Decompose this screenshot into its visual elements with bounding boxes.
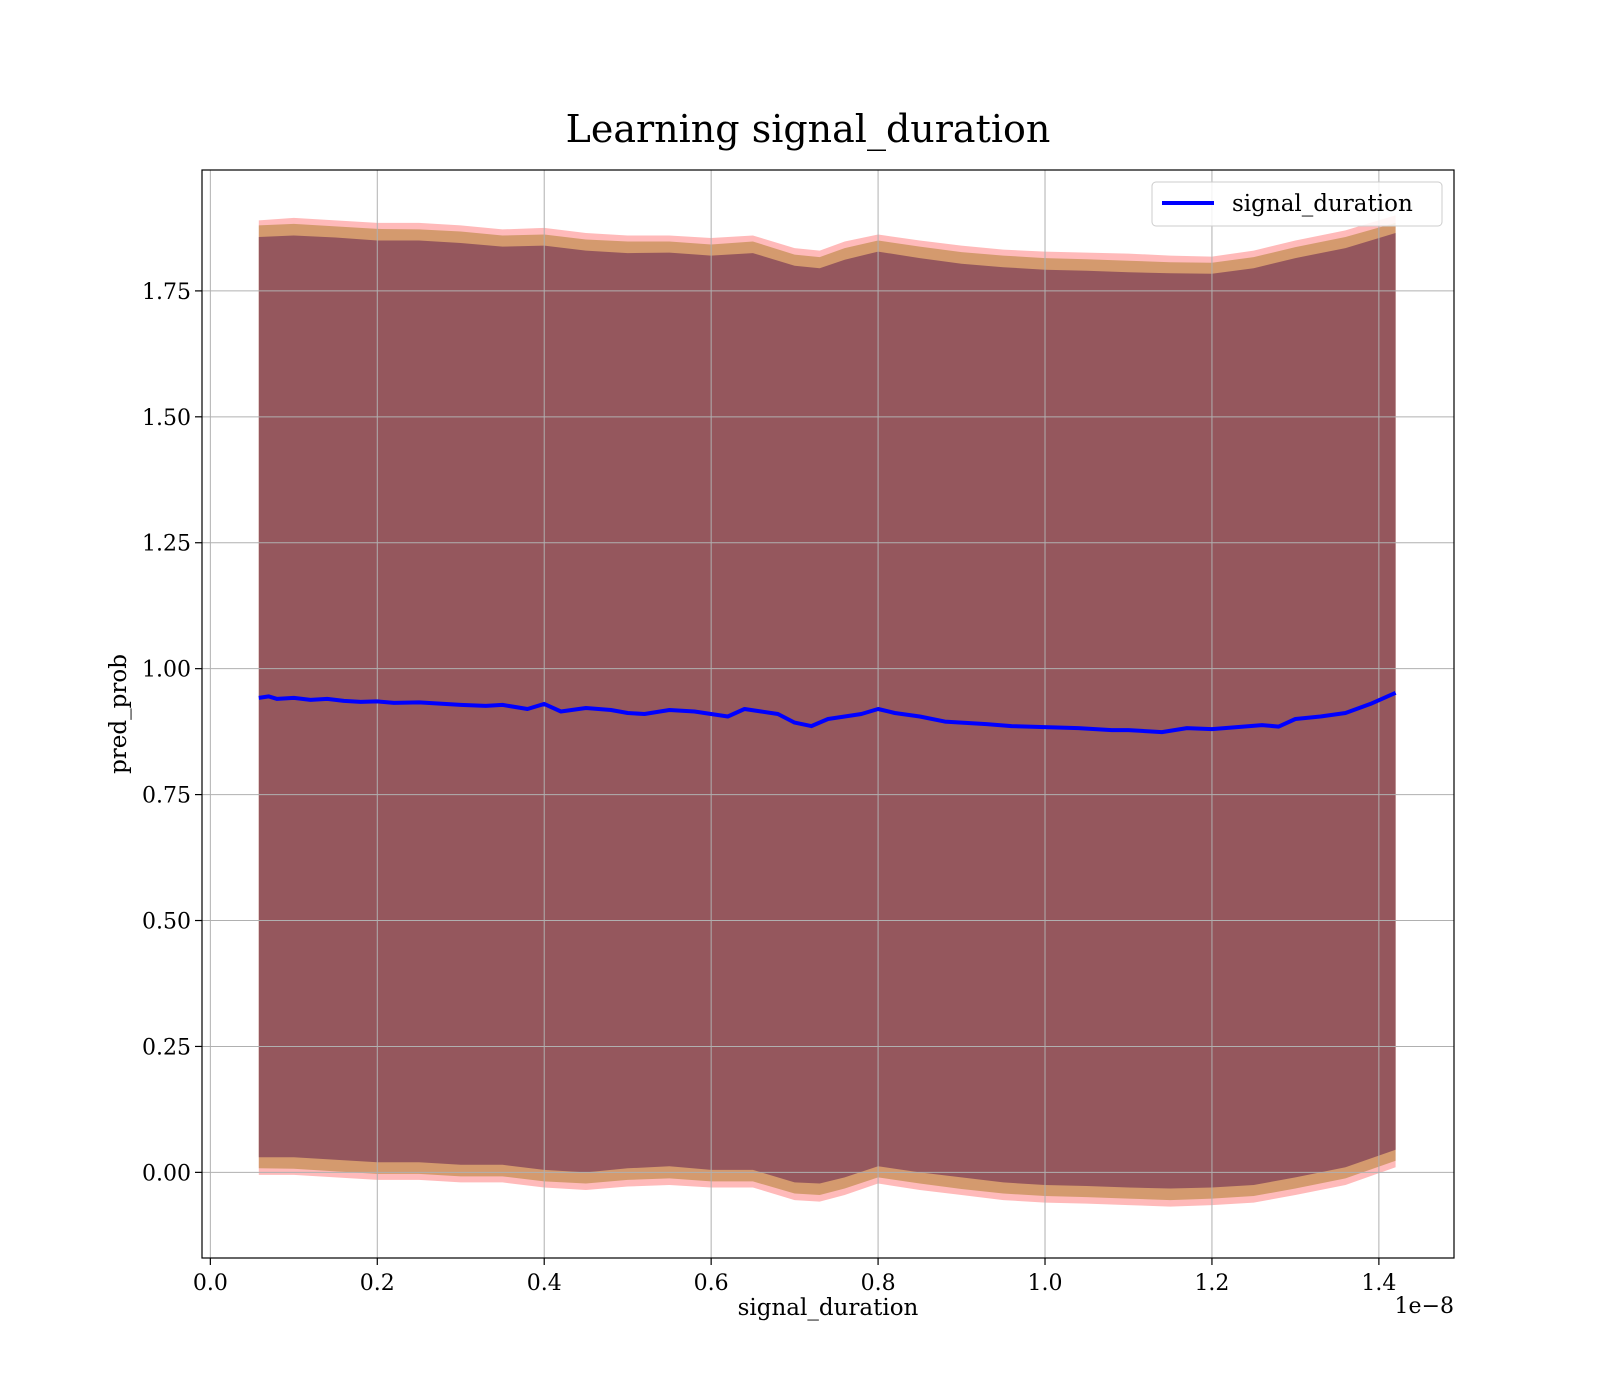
legend-box (1151, 181, 1443, 227)
x-tick-label-2: 0.4 (527, 1271, 562, 1296)
grid-layer (202, 170, 1454, 1258)
chart-title: Learning signal_duration (566, 107, 1051, 152)
x-tick-label-3: 0.6 (694, 1271, 729, 1296)
y-axis: 0.00 0.25 0.50 0.75 1.00 1.25 1.50 1.75 (142, 280, 202, 1186)
y-tick-label-0: 0.00 (142, 1161, 191, 1186)
x-axis: 0.0 0.2 0.4 0.6 0.8 1.0 1.2 1.4 (193, 1258, 1396, 1296)
y-axis-label: pred_prob (106, 654, 132, 774)
x-axis-offset-label: 1e−8 (1395, 1294, 1454, 1319)
y-tick-label-2: 0.50 (142, 910, 191, 935)
y-tick-label-4: 1.00 (142, 658, 191, 683)
x-tick-label-7: 1.4 (1361, 1271, 1396, 1296)
y-tick-label-7: 1.75 (142, 280, 191, 305)
legend-label: signal_duration (1232, 191, 1413, 217)
x-tick-label-1: 0.2 (360, 1271, 395, 1296)
y-tick-label-3: 0.75 (142, 784, 191, 809)
x-axis-label: signal_duration (738, 1295, 919, 1321)
x-tick-label-4: 0.8 (861, 1271, 896, 1296)
x-tick-label-0: 0.0 (193, 1271, 228, 1296)
x-tick-label-6: 1.2 (1194, 1271, 1229, 1296)
plot-frame (201, 169, 1455, 1259)
x-tick-label-5: 1.0 (1028, 1271, 1063, 1296)
y-tick-label-5: 1.25 (142, 532, 191, 557)
confidence-band-2 (258, 233, 1396, 1189)
y-tick-label-1: 0.25 (142, 1035, 191, 1060)
line-layer (258, 690, 1397, 735)
legend: signal_duration (1151, 181, 1443, 227)
y-tick-label-6: 1.50 (142, 406, 191, 431)
series-line-0 (258, 690, 1397, 735)
band-layer (258, 215, 1396, 1207)
